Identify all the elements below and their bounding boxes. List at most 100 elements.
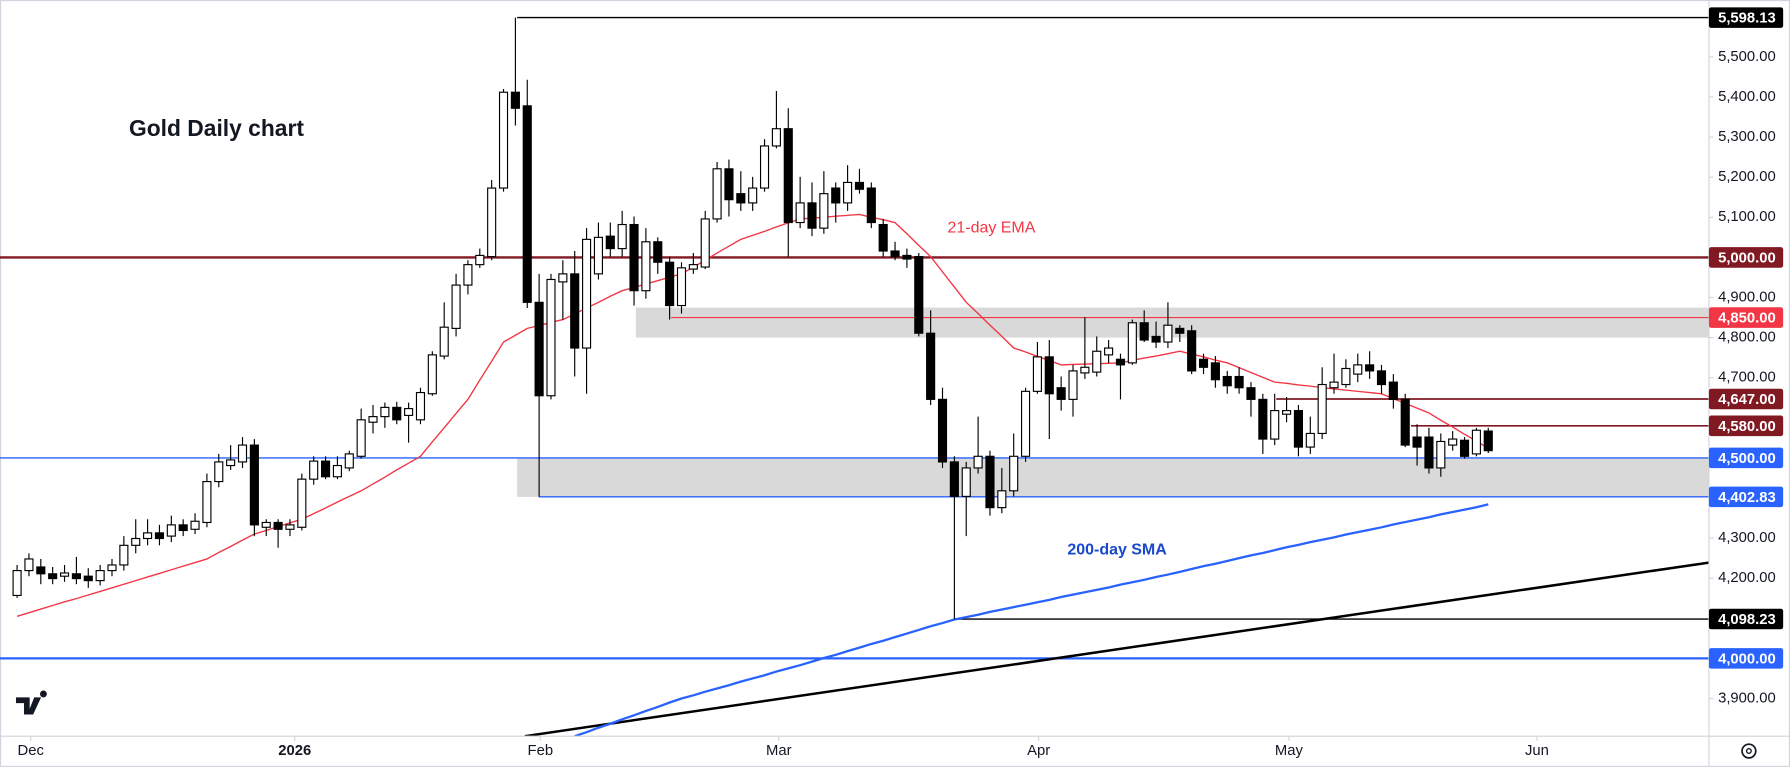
candle-body bbox=[1115, 358, 1126, 366]
candle-body bbox=[1068, 370, 1078, 400]
y-tick-label: 4,900.00 bbox=[1718, 289, 1776, 305]
settings-icon[interactable] bbox=[1741, 743, 1757, 759]
candle-body bbox=[1412, 436, 1422, 448]
candle-body bbox=[510, 91, 520, 109]
level-badge bbox=[1708, 307, 1784, 328]
candle-body bbox=[1210, 362, 1220, 381]
candle-body bbox=[1092, 350, 1102, 373]
level-label: 4,402.83 bbox=[1718, 490, 1776, 506]
x-tick-label: Apr bbox=[1027, 743, 1050, 759]
y-tick-label: 5,500.00 bbox=[1718, 49, 1776, 65]
candle-body bbox=[119, 544, 129, 566]
candle-body bbox=[629, 223, 639, 292]
candle-body bbox=[48, 573, 58, 580]
x-tick-label: Jun bbox=[1525, 743, 1549, 759]
candle-body bbox=[59, 572, 70, 577]
candle-body bbox=[214, 461, 224, 483]
candle-body bbox=[226, 459, 236, 467]
level-badge bbox=[1708, 648, 1784, 669]
candle-body bbox=[582, 238, 592, 349]
level-badge bbox=[1708, 388, 1784, 410]
candle-body bbox=[1104, 347, 1114, 356]
candle-body bbox=[534, 301, 544, 397]
candle-body bbox=[665, 261, 675, 307]
candle-body bbox=[866, 187, 876, 224]
candle-body bbox=[819, 193, 829, 229]
candle-body bbox=[854, 181, 865, 190]
candle-body bbox=[166, 524, 176, 537]
level-badge bbox=[1708, 447, 1784, 469]
candle-body bbox=[475, 254, 485, 266]
candle-body bbox=[1353, 364, 1363, 375]
candle-body bbox=[463, 264, 473, 286]
candle-body bbox=[273, 521, 283, 530]
candle-body bbox=[558, 273, 568, 283]
level-label: 5,000.00 bbox=[1718, 250, 1776, 266]
candle-body bbox=[297, 478, 307, 528]
candle-body bbox=[546, 278, 556, 397]
level-badge bbox=[1708, 7, 1784, 28]
candle-body bbox=[1044, 356, 1054, 395]
candle-body bbox=[380, 406, 390, 418]
candle-body bbox=[926, 332, 936, 400]
candle-body bbox=[131, 537, 141, 546]
candle-body bbox=[427, 354, 437, 395]
candle-body bbox=[285, 524, 295, 530]
candle-body bbox=[641, 241, 651, 292]
candle-body bbox=[83, 575, 93, 582]
candle-body bbox=[1246, 387, 1256, 400]
candle-body bbox=[1139, 322, 1149, 341]
candle-body bbox=[997, 490, 1007, 509]
candle-body bbox=[1400, 398, 1410, 446]
level-label: 4,500.00 bbox=[1718, 451, 1776, 467]
candle-body bbox=[807, 202, 817, 229]
candle-body bbox=[688, 264, 698, 270]
overlays bbox=[0, 16, 1709, 737]
candle-body bbox=[309, 460, 319, 480]
candle-body bbox=[1471, 429, 1481, 455]
candle-body bbox=[1341, 367, 1351, 386]
candle-body bbox=[878, 223, 888, 252]
candle-body bbox=[1175, 327, 1185, 334]
candle-body bbox=[1020, 390, 1031, 457]
candle-body bbox=[914, 256, 924, 334]
y-tick-label: 4,200.00 bbox=[1718, 570, 1776, 586]
candle-body bbox=[949, 461, 959, 497]
candle-body bbox=[736, 193, 746, 204]
candle-body bbox=[1234, 375, 1244, 389]
y-tick-label: 5,400.00 bbox=[1718, 89, 1776, 105]
candle-body bbox=[973, 455, 983, 469]
candle-body bbox=[1270, 410, 1280, 440]
candle-body bbox=[570, 273, 580, 349]
indicator-line bbox=[16, 213, 1489, 617]
candle-body bbox=[759, 145, 770, 189]
candle-body bbox=[783, 128, 793, 224]
candle-body bbox=[12, 570, 22, 597]
level-label: 5,598.13 bbox=[1718, 11, 1776, 27]
candle-body bbox=[320, 460, 331, 478]
candle-body bbox=[522, 105, 532, 303]
candle-body bbox=[154, 532, 165, 540]
y-tick-label: 5,300.00 bbox=[1718, 129, 1776, 145]
candle-body bbox=[1056, 387, 1066, 400]
level-label: 4,580.00 bbox=[1718, 419, 1776, 435]
annotation: 200-day SMA bbox=[1067, 541, 1167, 558]
level-badge bbox=[1708, 247, 1784, 268]
candle-body bbox=[451, 284, 461, 329]
candle-body bbox=[261, 521, 271, 528]
candle-body bbox=[1198, 358, 1209, 368]
candles bbox=[12, 17, 1493, 620]
candle-body bbox=[487, 187, 497, 258]
candle-body bbox=[724, 168, 734, 201]
candle-body bbox=[71, 573, 81, 580]
annotation: 21-day EMA bbox=[948, 219, 1036, 236]
candle-body bbox=[700, 218, 710, 268]
candle-body bbox=[332, 464, 342, 478]
candle-body bbox=[1376, 370, 1387, 386]
candle-body bbox=[1305, 432, 1315, 448]
candle-body bbox=[36, 566, 46, 575]
candle-body bbox=[1293, 410, 1304, 448]
candle-body bbox=[107, 564, 117, 572]
candle-body bbox=[1483, 430, 1493, 452]
